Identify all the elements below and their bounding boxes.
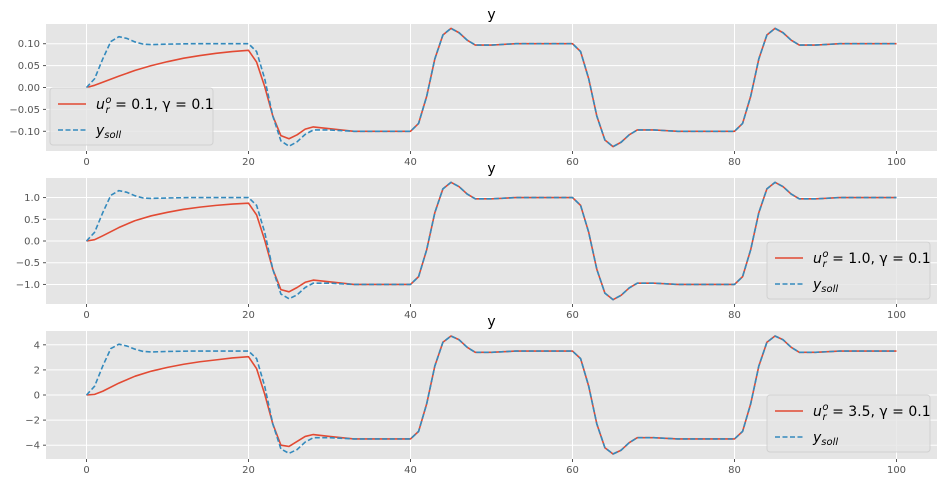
x-tick-label: 0 bbox=[83, 465, 89, 476]
subplot-2: 0 20 40 60 80 100 −1.0 −0.5 0.0 0.5 1.0 y uo r = 1.0,… bbox=[16, 161, 937, 321]
legend: uo r = 1.0, γ = 0.1 ysoll bbox=[766, 241, 931, 300]
x-tick-label: 100 bbox=[887, 465, 906, 476]
subplot-title: y bbox=[487, 7, 495, 23]
legend-label: ysoll bbox=[812, 277, 838, 295]
y-tick-label: 4 bbox=[34, 340, 40, 351]
legend-box bbox=[766, 241, 931, 300]
y-tick-label: 0.0 bbox=[24, 237, 40, 248]
x-tick-label: 40 bbox=[404, 465, 417, 476]
legend-box bbox=[766, 394, 931, 453]
y-tick-label: 2 bbox=[34, 365, 40, 376]
x-tick-label: 40 bbox=[404, 310, 417, 321]
x-tick-label: 20 bbox=[242, 157, 255, 168]
legend-label: uo r = 0.1, γ = 0.1 bbox=[96, 95, 214, 116]
legend: uo r = 3.5, γ = 0.1 ysoll bbox=[766, 394, 931, 453]
subplot-title: y bbox=[487, 314, 495, 330]
y-tick-label: 1.0 bbox=[24, 193, 40, 204]
series-line-response bbox=[86, 27, 897, 148]
legend-label: uo r = 1.0, γ = 0.1 bbox=[813, 249, 931, 270]
legend-label: ysoll bbox=[812, 430, 838, 448]
subplot-title: y bbox=[487, 161, 495, 177]
x-tick-label: 0 bbox=[83, 310, 89, 321]
series-line-setpoint bbox=[85, 181, 897, 301]
y-tick-label: −0.10 bbox=[9, 127, 40, 138]
x-tick-label: 100 bbox=[887, 310, 906, 321]
y-tick-label: −0.05 bbox=[9, 105, 40, 116]
y-tick-label: 0.5 bbox=[24, 215, 40, 226]
legend-box bbox=[49, 87, 214, 146]
subplot-3: 0 20 40 60 80 100 −4 −2 0 2 4 y uo r = 3.5, γ = 0.1 ys… bbox=[25, 314, 937, 476]
x-tick-label: 80 bbox=[728, 465, 741, 476]
x-tick-label: 60 bbox=[566, 310, 579, 321]
x-tick-label: 80 bbox=[728, 310, 741, 321]
legend-label: uo r = 3.5, γ = 0.1 bbox=[813, 402, 931, 423]
x-tick-label: 20 bbox=[242, 465, 255, 476]
y-tick-label: 0 bbox=[34, 391, 40, 402]
x-tick-label: 40 bbox=[404, 157, 417, 168]
x-tick-label: 100 bbox=[887, 157, 906, 168]
y-tick-label: −1.0 bbox=[16, 280, 40, 291]
x-tick-label: 60 bbox=[566, 157, 579, 168]
x-tick-label: 20 bbox=[242, 310, 255, 321]
subplot-1: 0 20 40 60 80 100 −0.10 −0.05 0.00 0.05 0.10 y uo r =… bbox=[9, 7, 937, 168]
y-tick-label: −2 bbox=[25, 416, 40, 427]
y-tick-label: 0.05 bbox=[18, 61, 40, 72]
y-tick-label: −4 bbox=[25, 441, 40, 452]
series-line-setpoint bbox=[85, 27, 897, 148]
x-tick-label: 60 bbox=[566, 465, 579, 476]
series-line-setpoint bbox=[85, 335, 897, 455]
y-tick-label: −0.5 bbox=[16, 258, 40, 269]
legend-label: ysoll bbox=[95, 123, 121, 141]
x-tick-label: 0 bbox=[83, 157, 89, 168]
y-tick-label: 0.00 bbox=[18, 83, 40, 94]
legend: uo r = 0.1, γ = 0.1 ysoll bbox=[49, 87, 214, 146]
y-tick-label: 0.10 bbox=[18, 39, 40, 50]
x-tick-label: 80 bbox=[728, 157, 741, 168]
